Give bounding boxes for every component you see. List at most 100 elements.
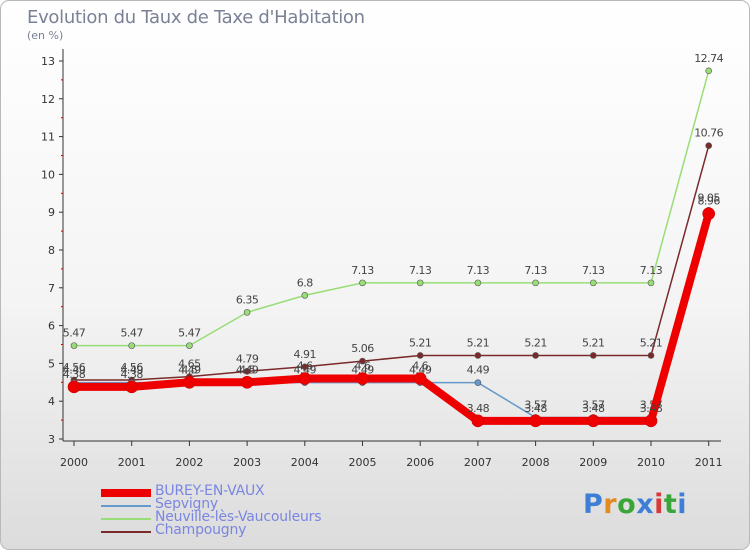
y-tick-label: 7 (48, 282, 55, 295)
data-label: 5.21 (467, 336, 490, 349)
data-label: 8.96 (697, 195, 720, 208)
data-label: 5.06 (351, 342, 374, 355)
x-tick-label: 2008 (522, 456, 550, 469)
data-label: 4.49 (409, 364, 432, 377)
data-label: 4.6 (355, 360, 371, 373)
data-label: 4.91 (294, 348, 317, 361)
brand-letter: x (636, 489, 655, 520)
data-label: 6.8 (297, 276, 313, 289)
data-point (298, 372, 312, 385)
chart-title: Evolution du Taux de Taxe d'Habitation (27, 7, 365, 28)
x-tick-label: 2003 (233, 456, 261, 469)
data-label: 5.21 (640, 336, 663, 349)
data-label: 6.35 (236, 293, 259, 306)
data-label: 3.48 (467, 402, 490, 415)
legend-label: BUREY-EN-VAUX (155, 483, 265, 499)
proxiti-logo: Proxiti (583, 489, 687, 520)
x-tick-label: 2011 (695, 456, 723, 469)
data-point (359, 357, 366, 365)
legend-label: Champougny (155, 522, 247, 538)
data-point (529, 414, 542, 428)
x-tick-label: 2010 (637, 456, 665, 469)
legend-label: Sepvigny (155, 496, 219, 512)
data-point (589, 279, 597, 287)
y-tick-label: 13 (41, 55, 55, 68)
brand-letter: r (603, 489, 618, 520)
x-tick-label: 2001 (118, 456, 146, 469)
data-point (413, 372, 427, 385)
data-point (356, 372, 369, 385)
data-label: 4.49 (236, 364, 259, 377)
data-point (128, 342, 135, 349)
data-label: 5.21 (582, 336, 605, 349)
data-label: 4.6 (297, 360, 313, 373)
data-label: 5.47 (63, 327, 86, 340)
data-label: 4.6 (412, 360, 428, 373)
data-point (240, 375, 254, 389)
legend-swatch (101, 505, 151, 507)
data-label: 4.38 (120, 368, 143, 381)
data-label: 4.49 (120, 364, 143, 377)
x-tick-label: 2004 (291, 456, 319, 469)
y-tick-label: 3 (48, 433, 55, 446)
data-point (243, 368, 251, 375)
data-label: 10.76 (694, 127, 723, 140)
data-label: 4.49 (467, 364, 490, 377)
data-point (70, 342, 78, 349)
series-line (73, 144, 710, 381)
y-tick-label: 9 (48, 206, 55, 219)
data-point (125, 380, 138, 394)
data-label: 5.47 (178, 327, 201, 340)
data-point (474, 352, 482, 359)
brand-letter: t (663, 489, 678, 520)
data-label: 4.49 (294, 364, 317, 377)
data-point (186, 342, 193, 349)
x-tick-label: 2002 (175, 456, 203, 469)
data-label: 5.21 (524, 336, 547, 349)
y-tick-label: 5 (48, 357, 55, 370)
data-label: 4.56 (120, 361, 143, 374)
data-label: 5.47 (120, 327, 143, 340)
data-label: 3.57 (524, 398, 547, 411)
chart-unit: (en %) (27, 29, 64, 42)
series-line (73, 70, 710, 347)
data-label: 7.13 (467, 264, 490, 277)
data-label: 4.49 (351, 364, 374, 377)
data-label: 4.49 (63, 364, 86, 377)
data-point (647, 352, 655, 359)
data-point (532, 352, 539, 359)
x-tick-label: 2009 (579, 456, 607, 469)
data-label: 9.05 (697, 191, 720, 204)
data-label: 4.5 (239, 363, 255, 376)
x-tick-label: 2007 (464, 456, 492, 469)
data-label: 5.21 (409, 336, 432, 349)
brand-letter: o (617, 489, 637, 520)
data-point (471, 414, 485, 428)
data-point (301, 363, 309, 371)
y-tick-label: 11 (41, 131, 55, 144)
data-label: 4.79 (236, 352, 259, 365)
data-label: 3.57 (582, 398, 605, 411)
y-tick-label: 10 (41, 168, 55, 181)
x-tick-label: 2006 (406, 456, 434, 469)
data-label: 3.48 (582, 402, 605, 415)
data-point (301, 292, 309, 299)
y-tick-label: 6 (48, 320, 55, 333)
data-point (359, 279, 366, 287)
data-point (589, 352, 597, 359)
data-point (474, 279, 482, 287)
legend-swatch (101, 518, 151, 520)
data-point (705, 67, 713, 75)
y-tick-label: 12 (41, 93, 55, 106)
data-point (702, 207, 716, 221)
brand-letter: i (677, 489, 688, 520)
data-label: 7.13 (524, 264, 547, 277)
data-label: 4.5 (181, 363, 197, 376)
data-label: 3.48 (524, 402, 547, 415)
legend-swatch (101, 489, 151, 497)
x-tick-label: 2005 (349, 456, 377, 469)
data-point (416, 279, 424, 287)
legend-label: Neuville-lès-Vaucouleurs (155, 509, 322, 525)
